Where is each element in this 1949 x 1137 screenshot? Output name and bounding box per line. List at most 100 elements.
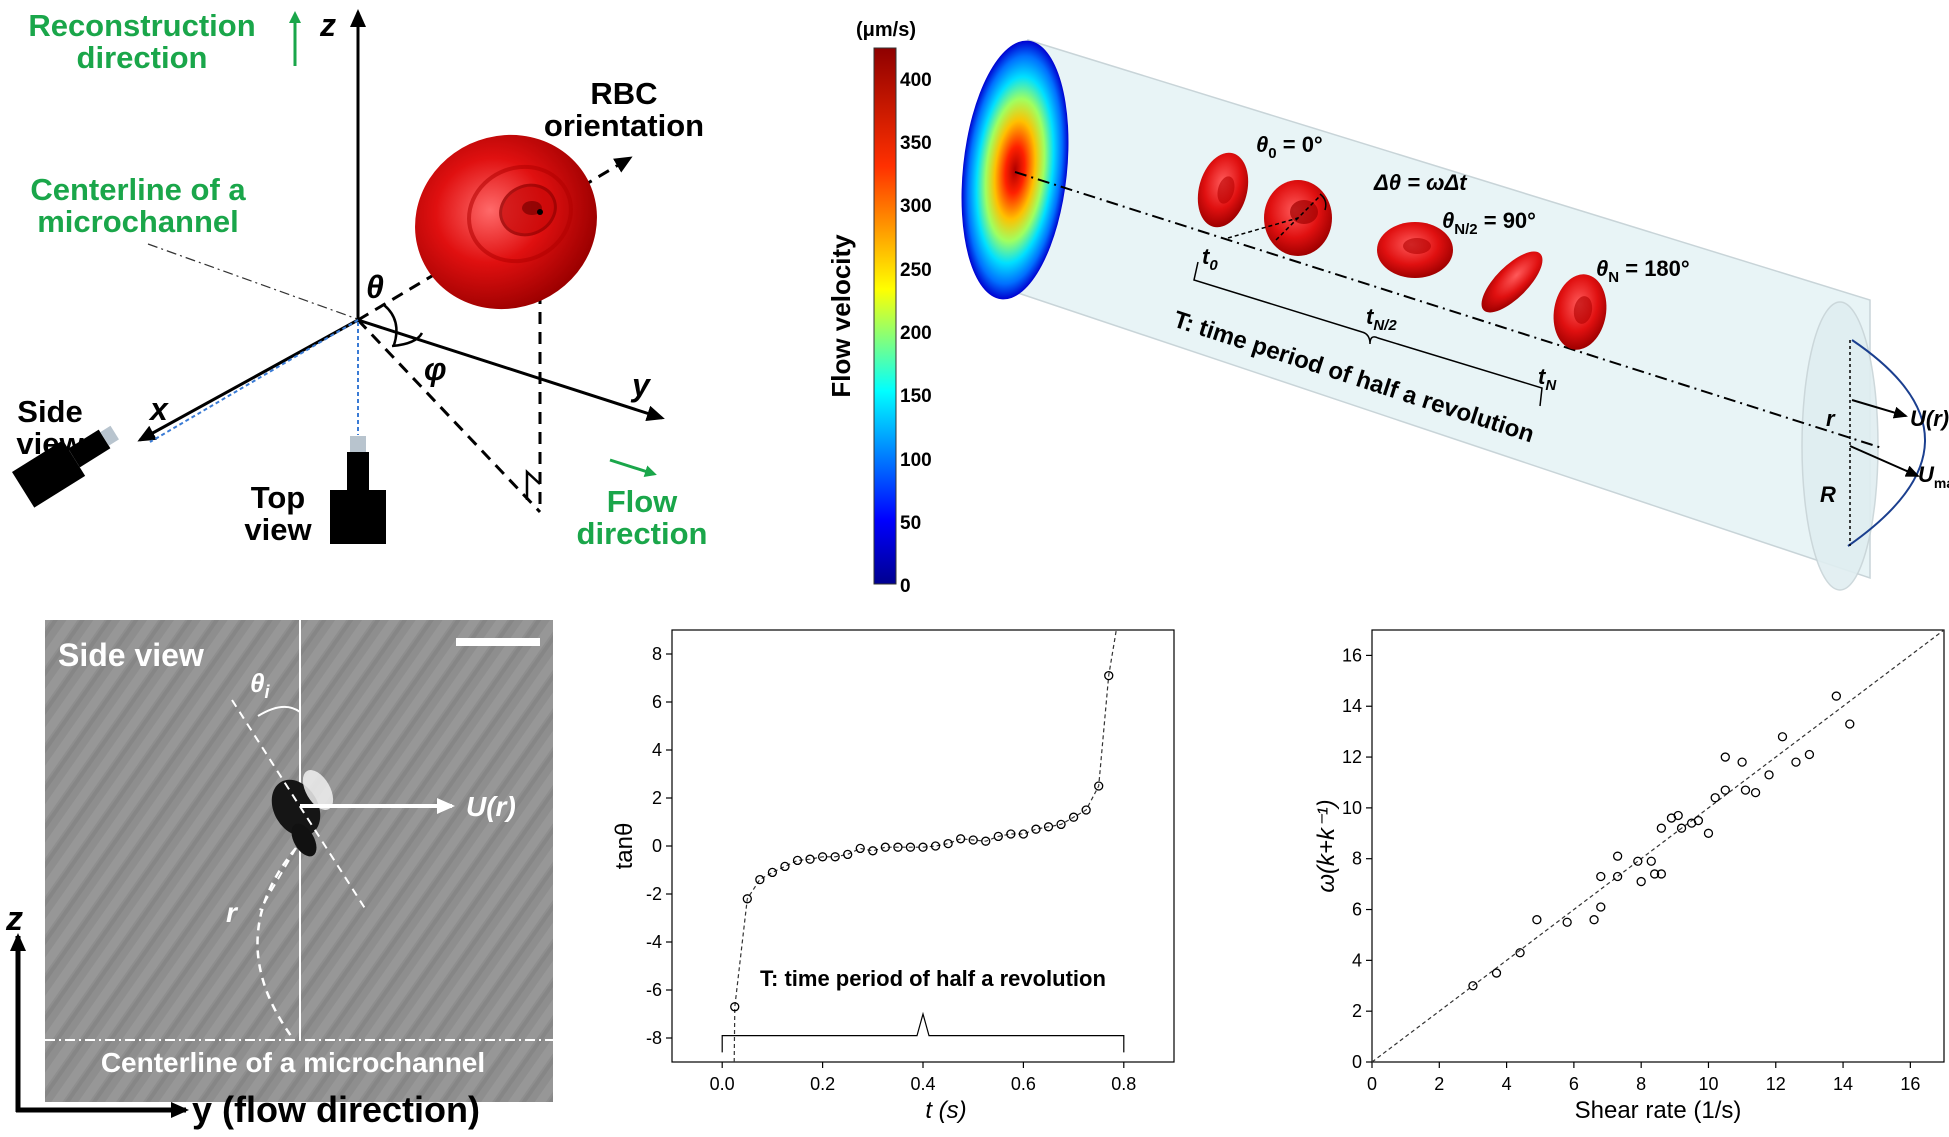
- scale-bar: [456, 638, 540, 646]
- panel-b-flow-schematic: (μm/s) Flow velocity 0 50 100 150 200 25…: [826, 19, 1949, 597]
- chart2-xlabel: Shear rate (1/s): [1575, 1097, 1742, 1124]
- x-tick-label: 8: [1636, 1074, 1646, 1094]
- x-tick-label: 0.0: [710, 1074, 735, 1094]
- y-tick-label: 8: [1352, 849, 1362, 869]
- omega-shear-chart: ω(k+k⁻¹) Shear rate (1/s) 0 2 4 6 8 10 12 14 16 0…: [1313, 629, 1945, 1124]
- data-point: [905, 842, 916, 852]
- data-point: [1703, 828, 1714, 838]
- x-tick-label: 0.6: [1011, 1074, 1036, 1094]
- colorbar-tick-0: 0: [900, 576, 911, 597]
- y-tick-label: 4: [1352, 950, 1362, 970]
- data-point: [1094, 781, 1104, 791]
- side-view-label-1: Side: [17, 394, 82, 429]
- x-tick-label: 16: [1900, 1074, 1920, 1094]
- data-point: [1596, 871, 1606, 882]
- data-point: [981, 836, 991, 846]
- data-point: [1777, 732, 1788, 742]
- colorbar-tick-300: 300: [900, 196, 932, 217]
- data-point: [1693, 815, 1704, 826]
- y-tick-label: 16: [1342, 645, 1362, 665]
- R-label: R: [1820, 482, 1836, 507]
- y-tick-label: 0: [1352, 1052, 1362, 1072]
- data-point: [1720, 752, 1730, 762]
- y-tick-label: 14: [1342, 696, 1362, 716]
- data-point: [868, 846, 878, 856]
- x-axis: [137, 318, 359, 442]
- data-point: [1068, 812, 1079, 822]
- U-max-label: Umax: [1918, 462, 1949, 491]
- tube-end-ellipse: [1801, 301, 1879, 591]
- theta-i-arc: [257, 705, 301, 717]
- reconstruction-label-1: Reconstruction: [28, 8, 255, 43]
- colorbar-tick-350: 350: [900, 133, 932, 154]
- tube-inlet-face: [961, 40, 1069, 300]
- data-point: [1104, 670, 1114, 681]
- r-label: r: [226, 897, 239, 928]
- top-camera-icon: [330, 436, 386, 544]
- data-point: [792, 855, 803, 866]
- data-point: [1491, 968, 1502, 978]
- theta-arc: [383, 304, 398, 346]
- right-angle-mark: [525, 469, 541, 500]
- z-axis-label: z: [319, 7, 336, 43]
- data-point: [1532, 915, 1542, 925]
- data-point: [817, 852, 828, 862]
- data-point: [968, 835, 978, 845]
- data-point: [805, 854, 815, 864]
- rbc-cell-2: [1377, 222, 1453, 278]
- rbc-cell-3: [1481, 251, 1543, 313]
- colorbar-ticks: 0 50 100 150 200 250 300 350 400: [900, 70, 932, 597]
- data-point: [1845, 719, 1855, 729]
- data-point: [1720, 785, 1730, 795]
- data-point: [780, 861, 790, 872]
- tan-theta-chart: tanθ t (s) T: time period of half a revo…: [611, 629, 1175, 1124]
- rbc-orientation-label-1: RBC: [590, 76, 657, 111]
- theta-i-label: θi: [250, 668, 271, 702]
- chart2-frame: [1371, 629, 1945, 1063]
- colorbar-label: Flow velocity: [826, 234, 856, 398]
- data-point: [955, 834, 966, 844]
- y-tick-label: 2: [1352, 1001, 1362, 1021]
- side-view-title: Side view: [58, 637, 204, 673]
- projection-line: [356, 318, 542, 514]
- top-view-label-2: view: [244, 512, 312, 547]
- rbc-orientation-label-2: orientation: [544, 108, 704, 143]
- y-flow-label: y (flow direction): [192, 1089, 480, 1130]
- microchannel-tube: [1014, 38, 1871, 580]
- data-point: [1031, 824, 1041, 834]
- y-tick-label: -2: [646, 884, 662, 904]
- x-tick-label: 0.2: [810, 1074, 835, 1094]
- x-tick-label: 0.8: [1111, 1074, 1136, 1094]
- thetaN-label: θN = 180°: [1596, 256, 1690, 286]
- x-tick-label: 0.4: [910, 1074, 935, 1094]
- data-point: [1589, 915, 1599, 925]
- x-axis-label: x: [148, 391, 169, 427]
- data-point: [1018, 829, 1029, 839]
- time-bracket: [1193, 261, 1543, 407]
- data-point: [1649, 869, 1660, 879]
- chart1-xlabel: t (s): [925, 1097, 966, 1124]
- x-tick-label: 14: [1833, 1074, 1853, 1094]
- y-tick-label: -6: [646, 980, 662, 1000]
- colorbar: [873, 47, 897, 585]
- data-point: [1737, 757, 1747, 767]
- chart1-frame: [671, 629, 1175, 1063]
- data-point: [893, 842, 903, 852]
- y-tick-label: 6: [652, 692, 662, 712]
- r-label: r: [1826, 406, 1836, 431]
- data-point: [1043, 822, 1054, 832]
- y-tick-label: 4: [652, 740, 662, 760]
- data-point: [730, 1002, 740, 1012]
- data-point: [755, 874, 765, 885]
- side-view-dotted: [149, 319, 359, 443]
- y-tick-label: 2: [652, 788, 662, 808]
- data-point: [930, 841, 941, 851]
- data-point: [1612, 871, 1623, 882]
- u-r-arrow: [1851, 399, 1908, 419]
- velocity-profile: [1847, 339, 1926, 547]
- data-point: [767, 867, 778, 878]
- u-r-label: U(r): [466, 791, 516, 822]
- side-camera-icon: [12, 425, 119, 508]
- theta-label: θ: [366, 269, 384, 305]
- data-point: [1656, 823, 1667, 833]
